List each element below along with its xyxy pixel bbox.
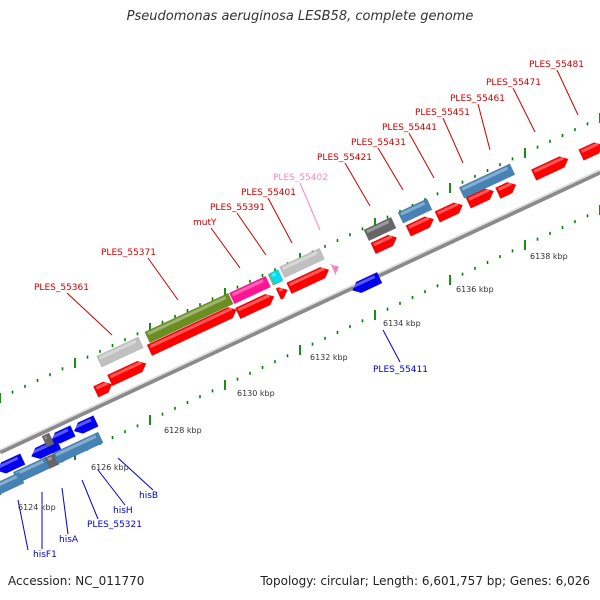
gene-arrow[interactable] — [434, 200, 465, 223]
kbp-tick-labels: 6124 kbp 6126 kbp 6128 kbp 6130 kbp 6132… — [18, 252, 568, 512]
tick-rows — [0, 113, 600, 495]
genome-backbone — [0, 168, 600, 456]
gene-label[interactable]: PLES_55402 — [273, 173, 328, 183]
callout-line — [17, 499, 29, 551]
gene-label[interactable]: PLES_55391 — [210, 203, 265, 213]
kbp-label: 6136 kbp — [456, 285, 494, 294]
gene-arrow[interactable] — [52, 431, 104, 465]
gene-arrow[interactable] — [279, 247, 325, 279]
gene-arrow[interactable] — [146, 304, 239, 357]
callout-line — [299, 182, 321, 231]
gene-arrow[interactable] — [229, 275, 271, 305]
gene-label[interactable]: hisB — [139, 491, 158, 501]
gene-label[interactable]: PLES_55401 — [241, 188, 296, 198]
gene-arrow[interactable] — [329, 261, 341, 276]
callout-line — [147, 257, 179, 301]
kbp-label: 6128 kbp — [164, 426, 202, 435]
callout-line — [442, 117, 464, 164]
gene-arrow[interactable] — [397, 198, 433, 224]
gene-arrow[interactable] — [235, 291, 276, 320]
kbp-label: 6124 kbp — [18, 503, 56, 512]
gene-arrow[interactable] — [286, 264, 332, 295]
gene-arrow[interactable] — [41, 432, 55, 448]
gene-label[interactable]: PLES_55431 — [351, 138, 406, 148]
kbp-label: 6134 kbp — [383, 319, 421, 328]
gene-label[interactable]: PLES_55441 — [382, 123, 437, 133]
callout-line — [382, 329, 401, 363]
gene-label[interactable]: PLES_55481 — [529, 60, 584, 70]
gene-label[interactable]: PLES_55421 — [317, 153, 372, 163]
gene-arrow[interactable] — [49, 425, 76, 446]
gene-arrow[interactable] — [0, 453, 26, 477]
callout-line — [267, 197, 293, 244]
gene-arrow[interactable] — [275, 284, 290, 300]
gene-arrow[interactable] — [578, 139, 600, 161]
gene-arrow[interactable] — [144, 292, 234, 344]
callout-line — [512, 87, 536, 133]
gene-label[interactable]: hisF1 — [33, 550, 57, 560]
kbp-label: 6126 kbp — [91, 463, 129, 472]
kbp-label: 6138 kbp — [530, 252, 568, 261]
callout-line — [97, 469, 126, 506]
callout-line — [236, 212, 267, 256]
accession-text: Accession: NC_011770 — [8, 574, 145, 588]
gene-label[interactable]: PLES_55411 — [373, 365, 428, 375]
gene-label[interactable]: PLES_55451 — [415, 108, 470, 118]
callout-line — [408, 132, 435, 179]
callout-line — [477, 103, 491, 151]
gene-label[interactable]: PLES_55471 — [486, 78, 541, 88]
kbp-label: 6130 kbp — [237, 389, 275, 398]
callout-line — [61, 487, 69, 535]
gene-arrow[interactable] — [405, 214, 436, 237]
callout-lines — [17, 69, 579, 551]
gene-arrow[interactable] — [350, 271, 383, 296]
gene-label[interactable]: PLES_55361 — [34, 283, 89, 293]
gene-label[interactable]: mutY — [193, 218, 217, 228]
gene-arrow[interactable] — [92, 379, 114, 398]
gene-labels-upper: PLES_55361 PLES_55371 mutY PLES_55391 PL… — [34, 60, 584, 293]
callout-line — [344, 162, 371, 207]
gene-arrow[interactable] — [495, 179, 518, 199]
gene-label[interactable]: PLES_55371 — [101, 248, 156, 258]
gene-arrow[interactable] — [458, 163, 516, 199]
gene-labels-lower: PLES_55411 hisB hisH PLES_55321 hisA his… — [33, 365, 428, 560]
gene-arrow[interactable] — [107, 358, 148, 387]
map-title: Pseudomonas aeruginosa LESB58, complete … — [126, 9, 474, 24]
callout-line — [377, 147, 404, 191]
gene-label[interactable]: PLES_55461 — [450, 94, 505, 104]
gene-arrow[interactable] — [268, 269, 284, 285]
callout-line — [556, 69, 579, 116]
gene-arrow[interactable] — [0, 471, 25, 497]
gene-arrow[interactable] — [363, 216, 397, 242]
genes-layer — [0, 139, 600, 497]
gene-arrow[interactable] — [96, 336, 144, 368]
genome-summary-text: Topology: circular; Length: 6,601,757 bp… — [260, 574, 590, 588]
gene-arrow[interactable] — [530, 154, 571, 181]
callout-line — [210, 227, 241, 269]
gene-label[interactable]: hisH — [113, 506, 133, 516]
callout-line — [66, 292, 113, 336]
gene-arrow[interactable] — [72, 415, 99, 436]
callout-line — [117, 457, 154, 491]
gene-arrow[interactable] — [370, 232, 400, 255]
gene-label[interactable]: PLES_55321 — [87, 520, 142, 530]
callout-line — [81, 479, 99, 520]
kbp-label: 6132 kbp — [310, 353, 348, 362]
gene-label[interactable]: hisA — [59, 535, 79, 545]
